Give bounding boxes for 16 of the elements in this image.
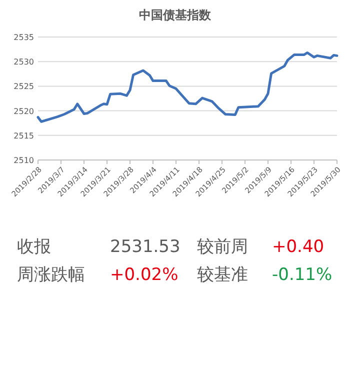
y-tick-label: 2525 <box>14 82 34 92</box>
y-tick-label: 2530 <box>14 58 34 67</box>
text: 较基准 <box>197 265 248 285</box>
y-tick-label: 2535 <box>14 33 34 42</box>
text: 2531.53 <box>110 237 180 257</box>
text: 较前周 <box>197 237 248 257</box>
y-tick-label: 2510 <box>14 156 34 165</box>
text: 周涨跌幅 <box>17 265 85 285</box>
y-tick-label: 2515 <box>14 131 34 140</box>
text: +0.40 <box>272 237 324 257</box>
text: 收报 <box>17 237 51 257</box>
y-tick-label: 2520 <box>14 106 34 116</box>
text: +0.02% <box>110 265 178 285</box>
text: -0.11% <box>272 265 332 285</box>
line-series <box>36 51 338 123</box>
chart-title: 中国债基指数 <box>139 8 212 22</box>
